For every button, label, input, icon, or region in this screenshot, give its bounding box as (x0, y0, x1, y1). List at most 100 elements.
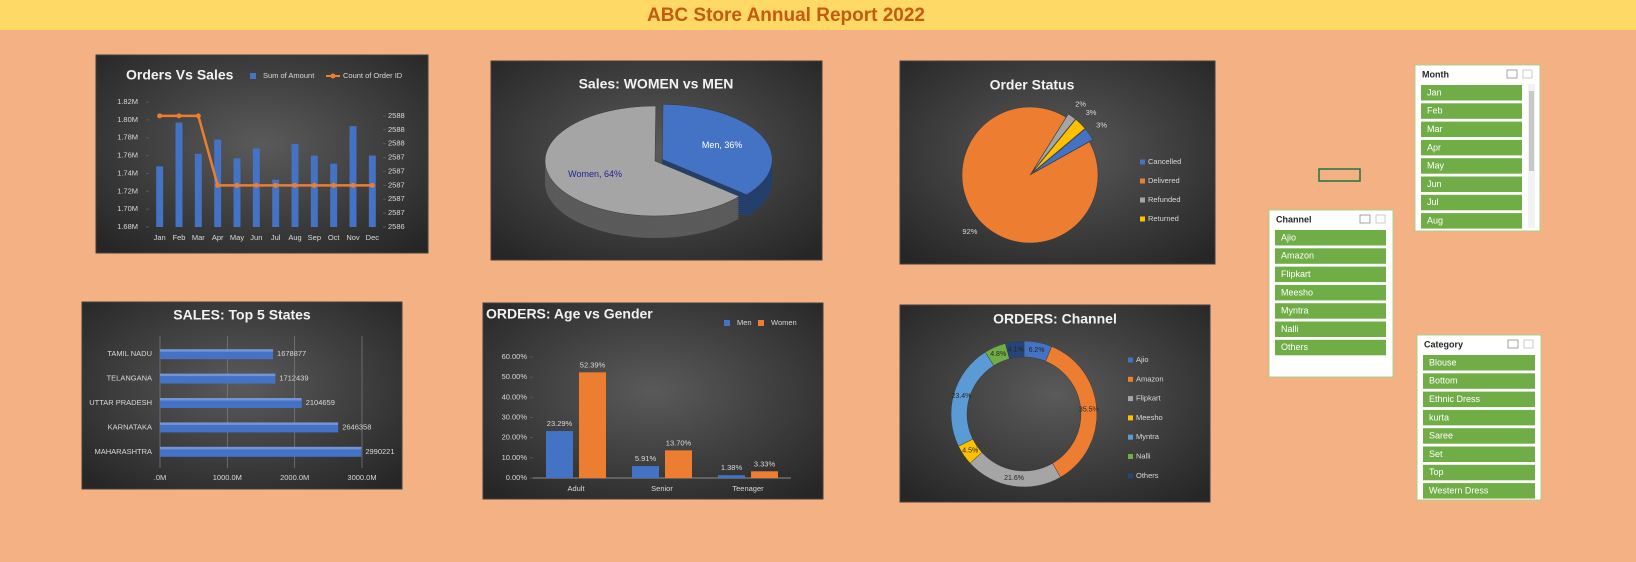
slicer-item[interactable] (1423, 391, 1535, 408)
slicer-item-label[interactable]: Bottom (1429, 376, 1458, 386)
x-tick-label: Sep (308, 233, 321, 242)
slicer-item-label[interactable]: May (1427, 161, 1445, 171)
data-label: 3.33% (754, 459, 776, 468)
slicer-item-label[interactable]: Nalli (1281, 324, 1299, 334)
slicer-item[interactable] (1421, 176, 1522, 193)
data-label: 3% (1096, 121, 1107, 130)
slicer-multiselect[interactable] (1506, 69, 1518, 79)
slicer-item[interactable] (1421, 158, 1522, 174)
slicer-item-label[interactable]: Ajio (1281, 232, 1296, 242)
slicer-item-label[interactable]: Set (1429, 449, 1443, 459)
legend-label: Refunded (1148, 195, 1181, 204)
slicer-item-label[interactable]: Jan (1427, 87, 1442, 97)
bar-highlight (160, 422, 339, 425)
slicer-item[interactable] (1421, 121, 1522, 138)
legend-label: Delivered (1148, 176, 1180, 185)
bar (156, 166, 164, 227)
line-point (253, 182, 259, 188)
y-tick-label: 1.68M (117, 222, 138, 231)
slicer-item[interactable] (1421, 213, 1522, 229)
slicer-item-label[interactable]: Aug (1427, 215, 1443, 225)
slicer-item[interactable] (1423, 409, 1535, 426)
slicer-item-label[interactable]: Myntra (1281, 306, 1309, 316)
bar (751, 471, 778, 478)
slicer-item[interactable] (1275, 266, 1386, 283)
slicer-clear-filter[interactable] (1375, 214, 1386, 224)
x-tick-label: Feb (173, 233, 186, 242)
slicer-item-label[interactable]: kurta (1429, 412, 1449, 422)
bar (160, 398, 302, 408)
slicer-item[interactable] (1275, 321, 1386, 338)
slicer-item[interactable] (1421, 194, 1522, 211)
x-tick-label: Adult (567, 484, 585, 493)
line-point (195, 113, 201, 119)
bar (160, 446, 362, 457)
slicer-item-label[interactable]: Mar (1427, 124, 1443, 134)
y-tick-label: 1.70M (117, 204, 138, 213)
line-point (311, 182, 317, 188)
slicer: Channel Ajio Amazon Flipkart Meesho Myntra Nal… (1268, 209, 1394, 378)
slicer-item-label[interactable]: Blouse (1429, 357, 1457, 367)
y-tick-label: UTTAR PRADESH (89, 398, 152, 407)
pie-slice (662, 104, 773, 195)
scrollbar-thumb[interactable] (1529, 91, 1534, 171)
legend-label: Nalli (1136, 451, 1151, 460)
legend-swatch (1140, 178, 1145, 184)
slicer-item-label[interactable]: Flipkart (1281, 269, 1311, 279)
slicer-item[interactable] (1275, 230, 1386, 246)
data-label: 2990221 (365, 447, 394, 456)
slicer-item[interactable] (1421, 85, 1522, 101)
data-label: 13.70% (666, 438, 692, 447)
slicer-item[interactable] (1423, 373, 1535, 389)
slicer-multiselect[interactable] (1507, 339, 1519, 349)
y2-tick-label: 2587 (388, 153, 405, 162)
slicer-item[interactable] (1275, 339, 1386, 356)
slicer-item-label[interactable]: Ethnic Dress (1429, 394, 1481, 404)
slicer-item[interactable] (1421, 139, 1522, 156)
slicer-clear-filter[interactable] (1523, 339, 1534, 349)
y-tick-label: 20.00% (502, 433, 528, 442)
slicer-item-label[interactable]: Meesho (1281, 287, 1313, 297)
slicer-item[interactable] (1423, 355, 1535, 371)
slicer-title: Category (1424, 339, 1463, 349)
bar-highlight (160, 349, 274, 352)
slicer-item[interactable] (1275, 284, 1386, 301)
slicer-item[interactable] (1423, 464, 1535, 481)
y-tick-label: MAHARASHTRA (94, 447, 152, 456)
bar (579, 372, 606, 478)
slicer-item[interactable] (1421, 103, 1522, 119)
bar (160, 349, 274, 360)
slicer-item-label[interactable]: Western Dress (1429, 485, 1489, 495)
slicer-item-label[interactable]: Feb (1427, 106, 1443, 116)
bar-highlight (160, 398, 302, 401)
slicer-item-label[interactable]: Jul (1427, 197, 1439, 207)
y-tick-label: 0.00% (506, 473, 528, 482)
slicer-item-label[interactable]: Saree (1429, 431, 1453, 441)
slicer-item-label[interactable]: Others (1281, 342, 1309, 352)
slicer-item[interactable] (1423, 483, 1535, 499)
x-tick-label: 3000.0M (347, 473, 376, 482)
x-tick-label: 1000.0M (213, 473, 242, 482)
donut-segment (1005, 340, 1025, 360)
slicer-multiselect[interactable] (1359, 214, 1371, 224)
legend-swatch (1128, 454, 1133, 459)
x-tick-label: Apr (212, 233, 224, 242)
slicer-item-label[interactable]: Top (1429, 467, 1444, 477)
slicer-item-label[interactable]: Apr (1427, 142, 1441, 152)
slicer-item[interactable] (1275, 303, 1386, 319)
chart-panel: SALES: Top 5 States .0M 1000.0M 2000.0M 3000… (81, 301, 403, 490)
slicer-clear-filter[interactable] (1522, 69, 1533, 79)
legend-label: Men (737, 318, 752, 327)
slicer-item[interactable] (1423, 446, 1535, 463)
y-tick-label: 60.00% (502, 352, 528, 361)
legend-swatch (1140, 159, 1145, 165)
slicer-item-label[interactable]: Amazon (1281, 251, 1314, 261)
slicer-item[interactable] (1275, 248, 1386, 264)
report-title: ABC Store Annual Report 2022 (647, 5, 925, 26)
chart-panel: ORDERS: Channel 6.2% 35.5% 21.6% 4.5% 23.4% 4.… (899, 304, 1211, 503)
slicer-item[interactable] (1423, 428, 1535, 444)
bar-highlight (160, 373, 276, 377)
slicer-item-label[interactable]: Jun (1427, 179, 1442, 189)
